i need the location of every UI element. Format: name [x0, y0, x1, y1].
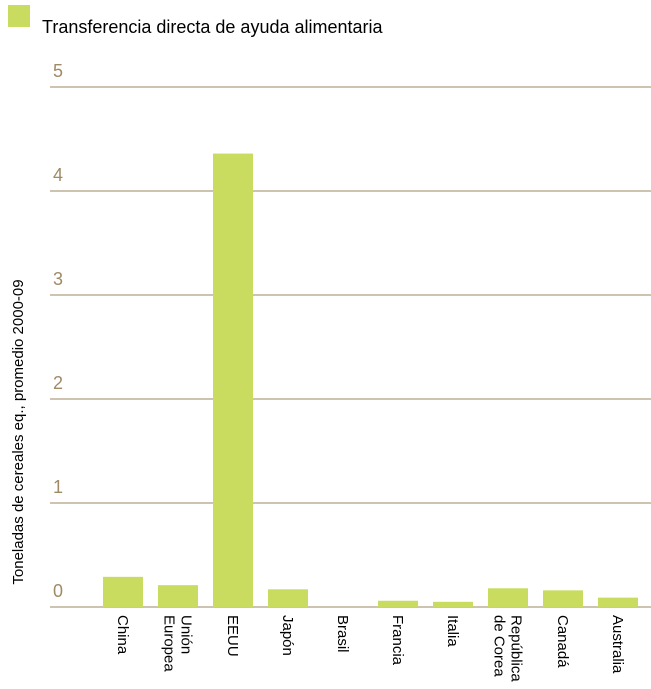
- bar: [158, 585, 198, 607]
- x-tick-label: China: [114, 615, 131, 655]
- x-tick-label: UniónEuropea: [161, 615, 195, 672]
- x-tick-label-line: Unión: [178, 615, 195, 654]
- x-tick-label-line: Europea: [161, 615, 178, 672]
- bar: [213, 153, 253, 607]
- bar: [598, 597, 638, 607]
- y-axis-label: Toneladas de cereales eq., promedio 2000…: [10, 279, 27, 584]
- y-tick-label: 0: [53, 581, 63, 601]
- bar: [543, 590, 583, 607]
- x-tick-label: Francia: [389, 615, 406, 666]
- y-tick-label: 1: [53, 477, 63, 497]
- y-tick-label: 3: [53, 269, 63, 289]
- x-tick-label: Japón: [279, 615, 296, 656]
- x-tick-label: Canadá: [554, 615, 571, 668]
- x-tick-label: Italia: [444, 615, 461, 647]
- bar: [103, 576, 143, 607]
- x-tick-label: Brasil: [334, 615, 351, 653]
- x-tick-label-line: República: [508, 615, 525, 682]
- y-tick-label: 4: [53, 165, 63, 185]
- x-tick-label: EEUU: [224, 615, 241, 657]
- x-tick-label-line: de Corea: [491, 615, 508, 677]
- y-tick-label: 2: [53, 373, 63, 393]
- legend-label: Transferencia directa de ayuda alimentar…: [42, 17, 384, 37]
- y-tick-label: 5: [53, 61, 63, 81]
- bar: [378, 600, 418, 607]
- bar: [268, 589, 308, 607]
- bar: [433, 601, 473, 607]
- x-tick-label: Repúblicade Corea: [491, 615, 525, 682]
- bar: [488, 588, 528, 607]
- legend-swatch: [8, 5, 30, 27]
- x-tick-label: Australia: [609, 615, 626, 674]
